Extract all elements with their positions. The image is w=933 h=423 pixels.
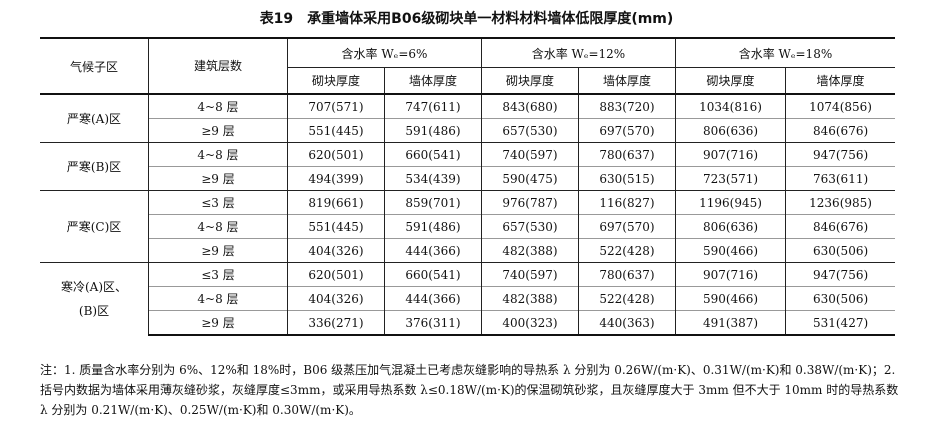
value-cell: 551(445) <box>287 118 385 143</box>
floors-cell: 4~8 层 <box>148 286 288 311</box>
value-cell: 440(363) <box>577 310 676 336</box>
value-cell: 620(501) <box>287 262 385 287</box>
floors-cell: ≥9 层 <box>148 166 288 191</box>
value-cell: 620(501) <box>287 142 385 167</box>
table-row: 4~8 层 551(445) 591(486) 657(530) 697(570) 806… <box>40 214 895 239</box>
footnote: 注：1. 质量含水率分别为 6%、12%和 18%时，B06 级蒸压加气混凝土已… <box>40 363 899 417</box>
zone-cell: 严寒(C)区 <box>40 190 149 263</box>
value-cell: 376(311) <box>383 310 482 336</box>
subheader: 砌块厚度 <box>480 67 579 95</box>
table-row: ≥9 层 551(445) 591(486) 657(530) 697(570) 806(… <box>40 118 895 143</box>
floors-cell: ≥9 层 <box>148 118 288 143</box>
table-row: 严寒(A)区 4~8 层 707(571) 747(611) 843(680) 883(7… <box>40 93 895 143</box>
value-cell: 859(701) <box>383 190 482 215</box>
value-cell: 590(466) <box>674 238 787 263</box>
value-cell: 630(506) <box>785 238 895 263</box>
value-cell: 763(611) <box>785 166 895 191</box>
value-cell: 806(636) <box>674 214 787 239</box>
value-cell: 740(597) <box>480 262 579 287</box>
value-cell: 590(475) <box>480 166 579 191</box>
header-zone: 气候子区 <box>40 37 149 95</box>
table-row: ≥9 层 336(271) 376(311) 400(323) 440(363) 491(… <box>40 310 895 336</box>
value-cell: 660(541) <box>383 142 482 167</box>
value-cell: 630(506) <box>785 286 895 311</box>
floors-cell: ≥9 层 <box>148 310 288 336</box>
value-cell: 780(637) <box>577 142 676 167</box>
zone-cell: 严寒(B)区 <box>40 142 149 191</box>
floors-cell: 4~8 层 <box>148 214 288 239</box>
table-row: 寒冷(A)区、(B)区 ≤3 层 620(501) 660(541) 740(597) 7… <box>40 262 895 335</box>
floors-cell: 4~8 层 <box>148 93 288 119</box>
value-cell: 551(445) <box>287 214 385 239</box>
value-cell: 336(271) <box>287 310 385 336</box>
value-cell: 531(427) <box>785 310 895 336</box>
value-cell: 494(399) <box>287 166 385 191</box>
table-row: ≥9 层 494(399) 534(439) 590(475) 630(515) 723(… <box>40 166 895 191</box>
value-cell: 819(661) <box>287 190 385 215</box>
value-cell: 590(466) <box>674 286 787 311</box>
value-cell: 697(570) <box>577 118 676 143</box>
header-floors: 建筑层数 <box>148 37 288 95</box>
value-cell: 740(597) <box>480 142 579 167</box>
value-cell: 846(676) <box>785 214 895 239</box>
value-cell: 707(571) <box>287 93 385 119</box>
value-cell: 723(571) <box>674 166 787 191</box>
value-cell: 400(323) <box>480 310 579 336</box>
value-cell: 907(716) <box>674 262 787 287</box>
value-cell: 747(611) <box>383 93 482 119</box>
value-cell: 846(676) <box>785 118 895 143</box>
value-cell: 947(756) <box>785 262 895 287</box>
value-cell: 522(428) <box>577 238 676 263</box>
zone-cell: 寒冷(A)区、(B)区 <box>40 262 149 335</box>
value-cell: 883(720) <box>577 93 676 119</box>
value-cell: 806(636) <box>674 118 787 143</box>
table-row: 严寒(B)区 4~8 层 620(501) 660(541) 740(597) 780(6… <box>40 142 895 191</box>
value-cell: 1236(985) <box>785 190 895 215</box>
subheader: 砌块厚度 <box>674 67 787 95</box>
value-cell: 444(366) <box>383 238 482 263</box>
value-cell: 444(366) <box>383 286 482 311</box>
table-row: 4~8 层 404(326) 444(366) 482(388) 522(428) 590… <box>40 286 895 311</box>
value-cell: 404(326) <box>287 238 385 263</box>
table-row: ≥9 层 404(326) 444(366) 482(388) 522(428) 590(… <box>40 238 895 263</box>
value-cell: 591(486) <box>383 214 482 239</box>
floors-cell: 4~8 层 <box>148 142 288 167</box>
value-cell: 482(388) <box>480 286 579 311</box>
value-cell: 630(515) <box>577 166 676 191</box>
subheader: 墙体厚度 <box>383 67 482 95</box>
value-cell: 660(541) <box>383 262 482 287</box>
value-cell: 482(388) <box>480 238 579 263</box>
value-cell: 591(486) <box>383 118 482 143</box>
floors-cell: ≤3 层 <box>148 190 288 215</box>
value-cell: 697(570) <box>577 214 676 239</box>
subheader: 砌块厚度 <box>287 67 385 95</box>
header-group: 含水率 Wₑ=12% <box>480 37 676 68</box>
wall-thickness-table: 气候子区 建筑层数 含水率 Wₑ=6% 含水率 Wₑ=12% 含水率 Wₑ=18… <box>40 37 895 336</box>
subheader: 墙体厚度 <box>577 67 676 95</box>
subheader: 墙体厚度 <box>785 67 895 95</box>
value-cell: 907(716) <box>674 142 787 167</box>
value-cell: 491(387) <box>674 310 787 336</box>
table-row: 严寒(C)区 ≤3 层 819(661) 859(701) 976(787) 116(82… <box>40 190 895 263</box>
table-title: 表19 承重墙体采用B06级砌块单一材料材料墙体低限厚度(mm) <box>259 11 674 27</box>
value-cell: 657(530) <box>480 118 579 143</box>
value-cell: 116(827) <box>577 190 676 215</box>
zone-cell: 严寒(A)区 <box>40 93 149 143</box>
value-cell: 657(530) <box>480 214 579 239</box>
floors-cell: ≥9 层 <box>148 238 288 263</box>
floors-cell: ≤3 层 <box>148 262 288 287</box>
header-group: 含水率 Wₑ=6% <box>287 37 482 68</box>
value-cell: 780(637) <box>577 262 676 287</box>
value-cell: 534(439) <box>383 166 482 191</box>
value-cell: 947(756) <box>785 142 895 167</box>
value-cell: 976(787) <box>480 190 579 215</box>
value-cell: 843(680) <box>480 93 579 119</box>
value-cell: 404(326) <box>287 286 385 311</box>
value-cell: 522(428) <box>577 286 676 311</box>
header-group: 含水率 Wₑ=18% <box>674 37 895 68</box>
value-cell: 1034(816) <box>674 93 787 119</box>
value-cell: 1074(856) <box>785 93 895 119</box>
value-cell: 1196(945) <box>674 190 787 215</box>
